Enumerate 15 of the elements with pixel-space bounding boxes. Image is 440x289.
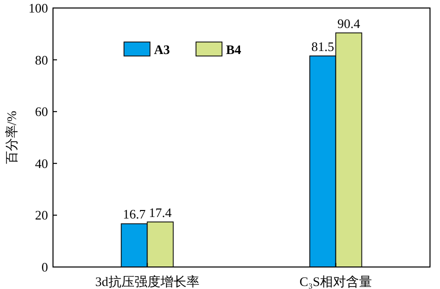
y-tick-label: 20 (35, 208, 48, 223)
y-tick-label: 60 (35, 104, 48, 120)
y-axis-title: 百分率/% (4, 110, 19, 164)
legend-label: A3 (154, 42, 170, 57)
data-label: 81.5 (311, 38, 334, 54)
y-tick-label: 100 (28, 0, 48, 16)
data-label: 16.7 (122, 206, 146, 222)
y-tick-label: 40 (35, 156, 48, 171)
x-tick-label: 3d抗压强度增长率 (95, 274, 200, 289)
data-label: 90.4 (337, 16, 361, 31)
legend-label: B4 (226, 42, 242, 57)
y-tick-label: 80 (35, 52, 48, 68)
y-tick-label: 0 (42, 260, 48, 274)
x-tick-label: C₃S相对含量 (300, 274, 372, 289)
data-label: 17.4 (148, 204, 172, 220)
